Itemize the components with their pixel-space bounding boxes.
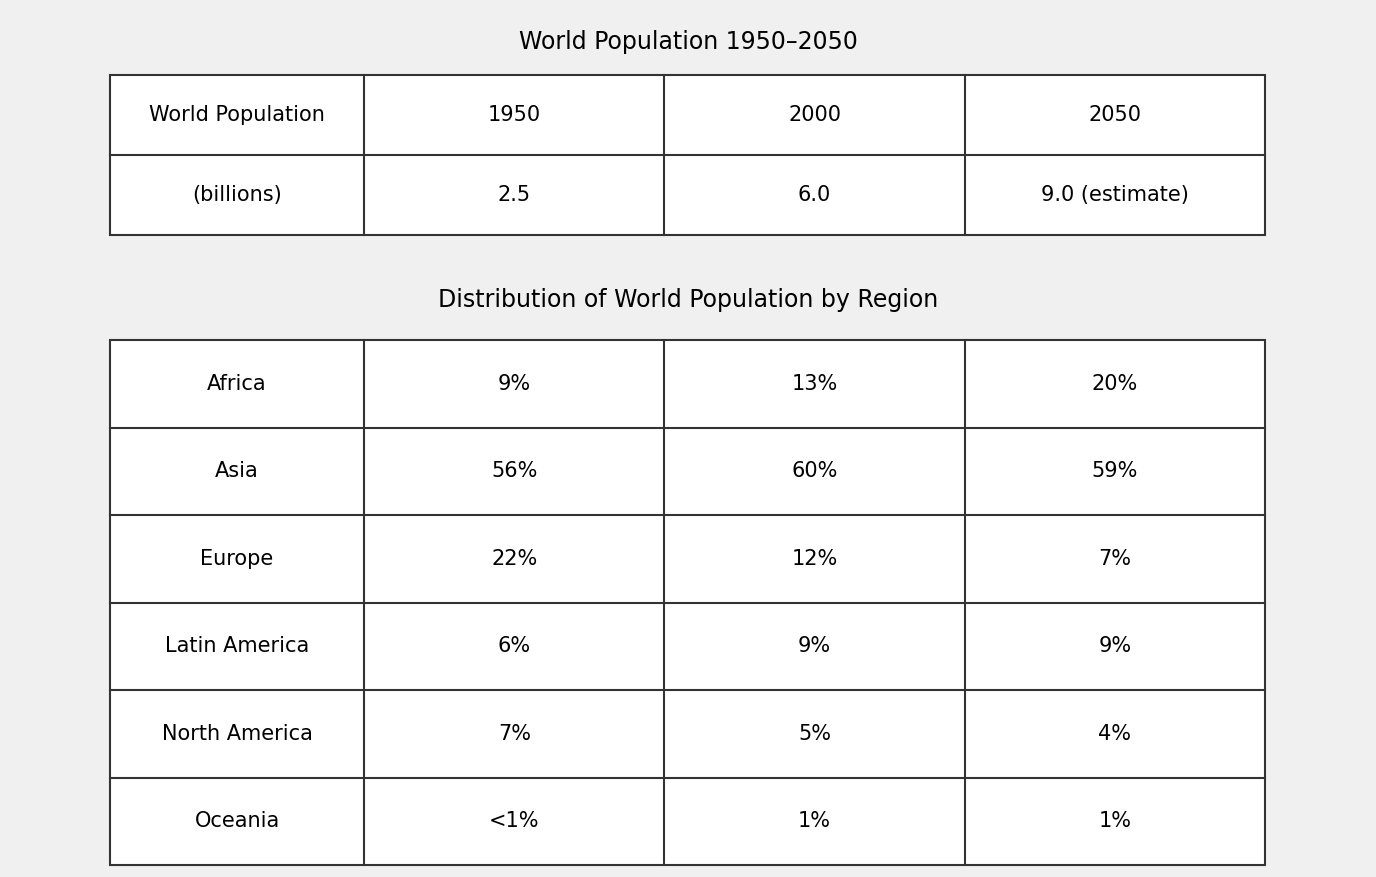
Text: <1%: <1% xyxy=(488,811,539,831)
Text: 1%: 1% xyxy=(798,811,831,831)
Bar xyxy=(110,340,1265,865)
Text: 9%: 9% xyxy=(498,374,531,394)
Text: 6.0: 6.0 xyxy=(798,185,831,205)
Text: (billions): (billions) xyxy=(193,185,282,205)
Text: Oceania: Oceania xyxy=(194,811,279,831)
Text: 5%: 5% xyxy=(798,724,831,744)
Text: 59%: 59% xyxy=(1091,461,1138,481)
Text: 7%: 7% xyxy=(1098,549,1131,569)
Text: 22%: 22% xyxy=(491,549,538,569)
Text: 56%: 56% xyxy=(491,461,538,481)
Bar xyxy=(110,340,1265,865)
Text: Africa: Africa xyxy=(208,374,267,394)
Text: 4%: 4% xyxy=(1098,724,1131,744)
Bar xyxy=(110,75,1265,235)
Text: 20%: 20% xyxy=(1091,374,1138,394)
Text: Asia: Asia xyxy=(215,461,259,481)
Text: 9.0 (estimate): 9.0 (estimate) xyxy=(1040,185,1189,205)
Text: 9%: 9% xyxy=(798,636,831,656)
Text: 1%: 1% xyxy=(1098,811,1131,831)
Text: 1950: 1950 xyxy=(487,105,541,125)
Text: 7%: 7% xyxy=(498,724,531,744)
Text: Europe: Europe xyxy=(201,549,274,569)
Text: 13%: 13% xyxy=(791,374,838,394)
Text: World Population 1950–2050: World Population 1950–2050 xyxy=(519,30,857,54)
Text: 2.5: 2.5 xyxy=(498,185,531,205)
Bar xyxy=(110,75,1265,235)
Text: World Population: World Population xyxy=(149,105,325,125)
Text: 60%: 60% xyxy=(791,461,838,481)
Text: 9%: 9% xyxy=(1098,636,1131,656)
Text: Latin America: Latin America xyxy=(165,636,310,656)
Text: 2050: 2050 xyxy=(1088,105,1141,125)
Text: 6%: 6% xyxy=(498,636,531,656)
Text: 12%: 12% xyxy=(791,549,838,569)
Text: 2000: 2000 xyxy=(788,105,841,125)
Text: North America: North America xyxy=(161,724,312,744)
Text: Distribution of World Population by Region: Distribution of World Population by Regi… xyxy=(438,288,938,312)
